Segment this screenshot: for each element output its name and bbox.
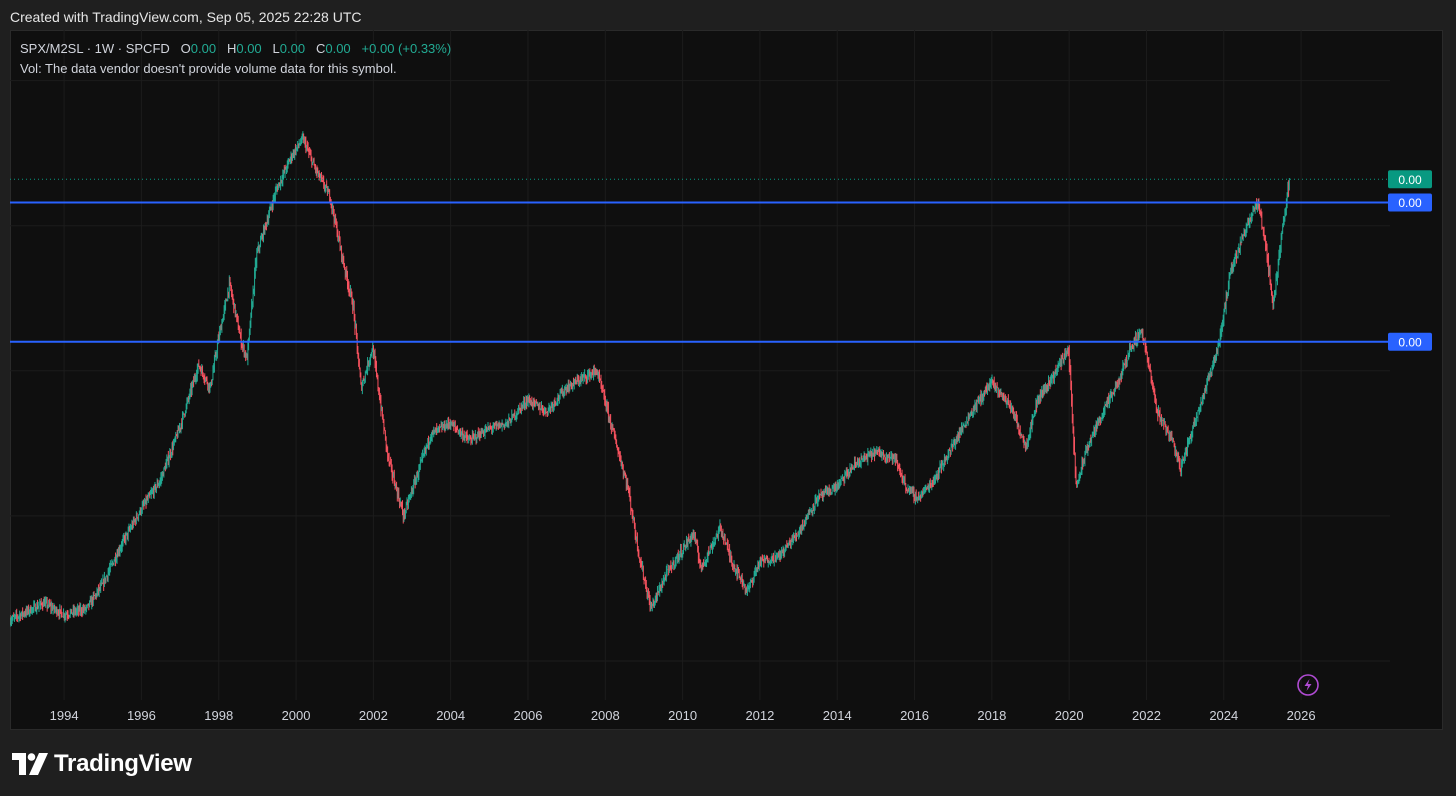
x-tick-label: 2002 (359, 708, 388, 723)
close-label: C (315, 41, 326, 56)
line-price-tag (1388, 332, 1432, 351)
line-price-label: 0.00 (1398, 196, 1422, 210)
ohlc-row: SPX/M2SL · 1W · SPCFD O0.00 H0.00 L0.00 … (20, 39, 451, 59)
x-tick-label: 2000 (282, 708, 311, 723)
close-value: 0.00 (325, 41, 351, 56)
x-tick-label: 1998 (204, 708, 233, 723)
change-value: +0.00 (+0.33%) (361, 41, 452, 56)
volume-note: Vol: The data vendor doesn't provide vol… (20, 61, 397, 76)
x-tick-label: 2006 (514, 708, 543, 723)
open-label: O (180, 41, 191, 56)
open-value: 0.00 (190, 41, 217, 56)
last-price-tag (1388, 170, 1432, 189)
x-tick-label: 2026 (1287, 708, 1316, 723)
horizontal-lines-layer[interactable]: 0.00 0.00 0.00 (10, 170, 1432, 351)
low-value: 0.00 (279, 41, 306, 56)
credit-text: Created with TradingView.com, Sep 05, 20… (10, 9, 362, 25)
x-tick-label: 2022 (1132, 708, 1161, 723)
candles-layer (10, 131, 1290, 627)
x-tick-label: 2024 (1209, 708, 1238, 723)
symbol-legend: SPX/M2SL · 1W · SPCFD O0.00 H0.00 L0.00 … (20, 39, 451, 79)
line-price-tag (1388, 193, 1432, 212)
top-bar: Created with TradingView.com, Sep 05, 20… (0, 0, 1456, 30)
x-tick-label: 1996 (127, 708, 156, 723)
grid-layer (10, 30, 1390, 700)
chart-pane[interactable] (10, 30, 1443, 730)
last-price-label: 0.00 (1398, 173, 1422, 187)
x-tick-label: 2016 (900, 708, 929, 723)
x-tick-label: 2010 (668, 708, 697, 723)
time-axis[interactable]: 1994 1996 1998 2000 2002 2004 2006 2008 2010 2012… (50, 708, 1316, 723)
x-tick-label: 2012 (745, 708, 774, 723)
brand-name: TradingView (54, 750, 192, 777)
x-tick-label: 2014 (823, 708, 852, 723)
x-tick-label: 2020 (1055, 708, 1084, 723)
low-label: L (272, 41, 280, 56)
high-label: H (226, 41, 237, 56)
tradingview-logo[interactable]: TradingView (12, 749, 192, 779)
high-value: 0.00 (236, 41, 262, 56)
x-tick-label: 1994 (50, 708, 79, 723)
replay-icon[interactable] (1297, 674, 1319, 696)
line-price-label: 0.00 (1398, 335, 1422, 349)
price-chart[interactable]: 0.00 0.00 0.00 1994 1996 1998 2000 2002 2004 200… (10, 30, 1443, 730)
tradingview-logo-icon (12, 753, 48, 775)
x-tick-label: 2018 (977, 708, 1006, 723)
symbol-name[interactable]: SPX/M2SL · 1W · SPCFD (20, 41, 170, 56)
footer-bar (0, 730, 1456, 796)
x-tick-label: 2008 (591, 708, 620, 723)
x-tick-label: 2004 (436, 708, 465, 723)
